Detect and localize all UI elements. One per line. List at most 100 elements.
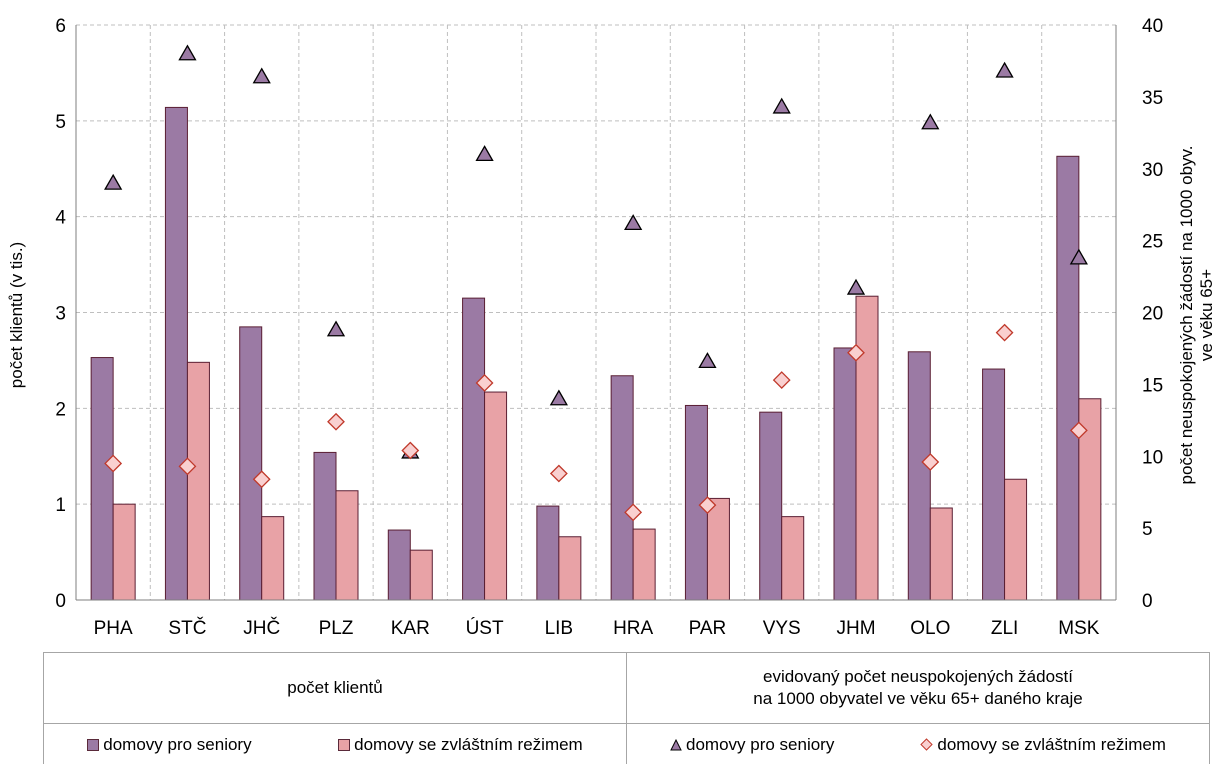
axes-group: 0 1 2 3 4 5 6 0 5 10 15 20 25 30 35 40 PHA STČ JHČ PLZ KAR ÚS…: [55, 16, 1163, 639]
marker-triangle: [475, 145, 494, 162]
marker-diamond: [847, 343, 865, 362]
legend-group-clients-title: počet klientů: [44, 653, 626, 724]
marker-diamond: [698, 496, 717, 515]
category-label: PLZ: [319, 618, 354, 639]
marker-diamond: [104, 454, 123, 473]
legend-row-requests: domovy pro seniory domovy se zvláštním r…: [627, 724, 1209, 765]
marker-diamond: [1069, 421, 1088, 440]
bar-special: [409, 549, 433, 601]
marker-triangle: [178, 44, 197, 61]
gridlines: [76, 24, 1116, 600]
category-label: VYS: [763, 618, 801, 639]
legend-diamond-icon: [920, 738, 934, 751]
bar-special: [1004, 478, 1028, 601]
legend-group-requests: evidovaný počet neuspokojených žádostí n…: [626, 652, 1210, 764]
marker-triangle: [698, 352, 717, 369]
bar-seniors: [759, 411, 783, 601]
right-tick-label: 30: [1142, 160, 1163, 181]
right-tick-label: 0: [1142, 591, 1153, 612]
marker-diamond: [327, 412, 345, 431]
marker-triangle: [1069, 248, 1088, 265]
marker-triangle: [624, 214, 643, 231]
left-tick-label: 0: [55, 591, 66, 612]
bar-seniors: [833, 347, 857, 601]
legend-row-clients: domovy pro seniory domovy se zvláštním r…: [44, 724, 626, 765]
legend-label-diamond-special: domovy se zvláštním režimem: [937, 734, 1166, 754]
bar-seniors: [982, 368, 1006, 601]
right-tick-label: 20: [1142, 304, 1163, 325]
right-tick-label: 10: [1142, 447, 1163, 468]
bar-special: [186, 361, 210, 601]
marker-diamond: [624, 503, 643, 522]
legend-label-bar-seniors: domovy pro seniory: [103, 734, 252, 754]
bar-special: [558, 536, 582, 601]
marker-diamond: [995, 323, 1014, 342]
bar-seniors: [462, 297, 486, 601]
bar-seniors: [610, 375, 634, 601]
category-label: KAR: [391, 618, 430, 639]
bar-special: [335, 490, 359, 601]
bar-special: [484, 391, 508, 601]
bar-special: [855, 295, 879, 601]
right-tick-label: 5: [1142, 519, 1153, 540]
category-label: STČ: [168, 617, 206, 639]
right-axis-title-line2: ve věku 65+: [1197, 269, 1216, 361]
left-tick-label: 1: [55, 495, 66, 516]
left-tick-label: 2: [55, 399, 66, 420]
marker-triangle: [252, 67, 271, 84]
marker-diamond: [772, 371, 791, 389]
legend-item-bar-seniors: domovy pro seniory: [87, 734, 252, 755]
legend-label-triangle-seniors: domovy pro seniory: [686, 734, 835, 754]
bar-special: [781, 516, 805, 601]
category-label: PHA: [94, 618, 133, 639]
left-axis-title: počet klientů (v tis.): [7, 242, 26, 388]
marker-triangle: [549, 389, 568, 406]
left-tick-label: 4: [55, 208, 66, 229]
category-label: ZLI: [991, 618, 1018, 639]
right-tick-label: 35: [1142, 88, 1163, 109]
category-label: OLO: [910, 618, 950, 639]
left-tick-label: 3: [55, 304, 66, 325]
left-tick-label: 5: [55, 112, 66, 133]
category-label: HRA: [613, 618, 653, 639]
bar-seniors: [1056, 155, 1080, 601]
legend-swatch-bar-special: [338, 738, 351, 751]
marker-diamond: [475, 374, 494, 392]
marker-triangle: [846, 278, 866, 295]
legend-label-bar-special: domovy se zvláštním režimem: [354, 734, 583, 754]
category-label: MSK: [1058, 618, 1100, 639]
right-axis-title-line1: počet neuspokojených žádostí na 1000 oby…: [1177, 146, 1196, 485]
marker-diamond: [178, 457, 197, 476]
marker-triangle: [104, 173, 123, 190]
left-tick-label: 6: [55, 16, 66, 37]
right-tick-label: 15: [1142, 375, 1163, 396]
bar-seniors: [387, 529, 411, 601]
bar-special: [261, 516, 285, 601]
marker-diamond: [401, 441, 420, 460]
bar-special: [112, 503, 136, 601]
bar-seniors: [90, 357, 114, 601]
bar-special: [632, 528, 656, 601]
legend-triangle-icon: [670, 738, 682, 750]
bar-seniors: [536, 505, 560, 601]
legend: počet klientů domovy pro seniory domovy …: [43, 652, 1210, 764]
bar-seniors: [907, 351, 931, 601]
category-label: ÚST: [466, 617, 504, 639]
category-label: PAR: [689, 618, 727, 639]
marker-triangle: [921, 113, 940, 130]
marker-triangle: [772, 97, 791, 114]
chart-svg: 0 1 2 3 4 5 6 0 5 10 15 20 25 30 35 40 PHA STČ JHČ PLZ KAR ÚS…: [7, 16, 1216, 639]
legend-group-clients: počet klientů domovy pro seniory domovy …: [43, 652, 627, 764]
bar-seniors: [164, 106, 188, 601]
right-tick-label: 40: [1142, 16, 1163, 37]
category-label: JHČ: [243, 617, 280, 639]
bar-special: [929, 507, 953, 601]
bar-special: [706, 497, 730, 601]
marker-triangle: [326, 320, 346, 337]
markers-group: [104, 44, 1088, 522]
marker-diamond: [921, 453, 940, 471]
category-label: LIB: [545, 618, 574, 639]
bar-seniors: [313, 451, 337, 601]
marker-diamond: [252, 470, 271, 489]
category-label: JHM: [836, 618, 875, 639]
